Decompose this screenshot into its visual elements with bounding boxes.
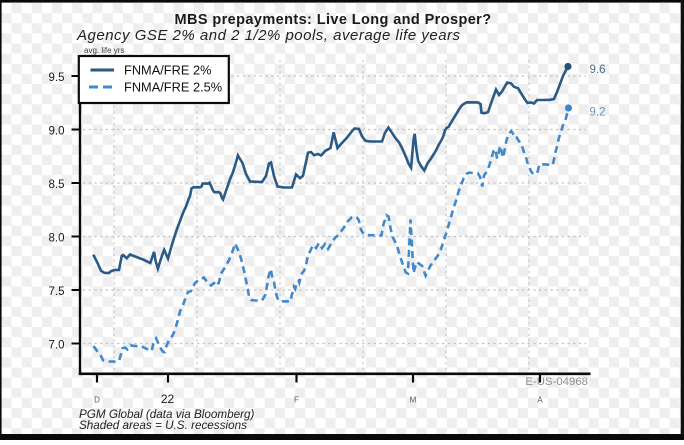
svg-text:8.5: 8.5: [49, 179, 65, 191]
svg-text:7.5: 7.5: [49, 286, 65, 298]
svg-text:MBS prepayments: Live Long and: MBS prepayments: Live Long and Prosper?: [175, 12, 492, 28]
svg-text:7.0: 7.0: [49, 340, 65, 352]
svg-text:9.0: 9.0: [49, 126, 65, 138]
svg-text:9.5: 9.5: [49, 72, 65, 84]
svg-text:M: M: [410, 396, 417, 405]
svg-text:F: F: [294, 396, 299, 405]
svg-text:22: 22: [161, 392, 175, 406]
svg-text:PGM Global (data via Bloomberg: PGM Global (data via Bloomberg): [79, 408, 254, 421]
svg-text:9.6: 9.6: [590, 64, 606, 76]
svg-text:A: A: [537, 396, 543, 405]
svg-text:FNMA/FRE 2.5%: FNMA/FRE 2.5%: [124, 80, 222, 95]
svg-text:D: D: [94, 396, 100, 405]
svg-text:FNMA/FRE 2%: FNMA/FRE 2%: [124, 63, 211, 78]
svg-text:E-US-04968: E-US-04968: [525, 376, 588, 388]
svg-text:avg. life yrs: avg. life yrs: [84, 46, 124, 55]
svg-text:8.0: 8.0: [49, 233, 65, 245]
svg-text:Agency GSE 2% and 2 1/2% pools: Agency GSE 2% and 2 1/2% pools, average …: [76, 27, 461, 44]
svg-text:9.2: 9.2: [590, 107, 606, 119]
svg-text:Shaded areas = U.S. recessions: Shaded areas = U.S. recessions: [79, 419, 247, 432]
